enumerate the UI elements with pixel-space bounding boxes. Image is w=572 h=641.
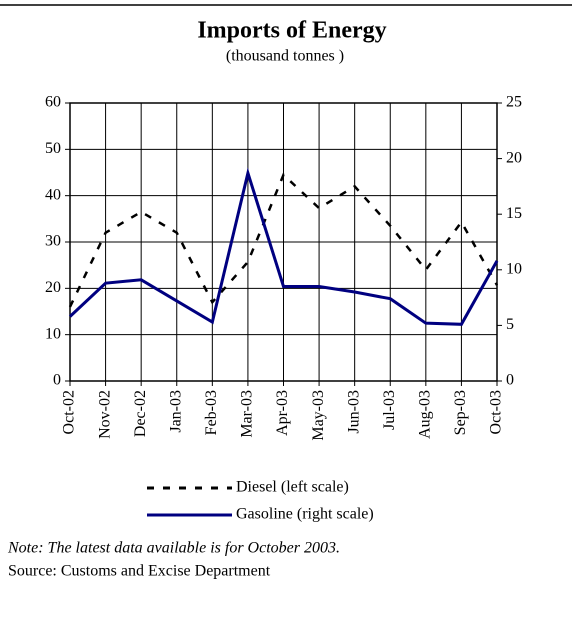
- y2-tick-label: 20: [506, 149, 522, 166]
- x-tick-label: Oct-03: [488, 390, 505, 434]
- chart-subtitle: (thousand tonnes ): [226, 48, 344, 65]
- note: Note: The latest data available is for O…: [7, 540, 340, 557]
- x-tick-label: Apr-03: [274, 390, 291, 436]
- y-tick-label: 30: [45, 233, 61, 250]
- y-tick-label: 20: [45, 279, 61, 296]
- x-tick-label: Jan-03: [167, 390, 184, 433]
- series-line: [68, 167, 499, 326]
- x-tick-label: Oct-02: [61, 390, 78, 434]
- plot-frame: [69, 102, 498, 382]
- y2-tick-label: 25: [506, 94, 522, 111]
- y2-tick-label: 0: [506, 372, 514, 389]
- x-tick-label: Feb-03: [203, 390, 220, 435]
- y-tick-label: 60: [45, 94, 61, 111]
- y2-tick-label: 10: [506, 260, 522, 277]
- legend-label: Gasoline (right scale): [236, 506, 374, 523]
- y-tick-label: 40: [45, 186, 61, 203]
- y2-tick-label: 5: [506, 316, 514, 333]
- x-tick-label: May-03: [310, 390, 327, 441]
- x-tick-label: Dec-02: [132, 390, 149, 437]
- x-tick-label: Aug-03: [417, 390, 434, 439]
- legend-label: Diesel (left scale): [236, 479, 349, 496]
- y-tick-label: 50: [45, 140, 61, 157]
- source: Source: Customs and Excise Department: [8, 563, 271, 580]
- series-line: [68, 172, 499, 308]
- x-tick-label: Mar-03: [239, 390, 256, 438]
- chart-title: Imports of Energy: [197, 18, 386, 44]
- x-tick-label: Jul-03: [381, 390, 398, 430]
- x-tick-label: Jun-03: [345, 390, 362, 434]
- x-tick-label: Sep-03: [452, 390, 469, 435]
- x-tick-label: Nov-02: [96, 390, 113, 439]
- y2-tick-label: 15: [506, 205, 522, 222]
- y-tick-label: 10: [45, 325, 61, 342]
- y-tick-label: 0: [53, 372, 61, 389]
